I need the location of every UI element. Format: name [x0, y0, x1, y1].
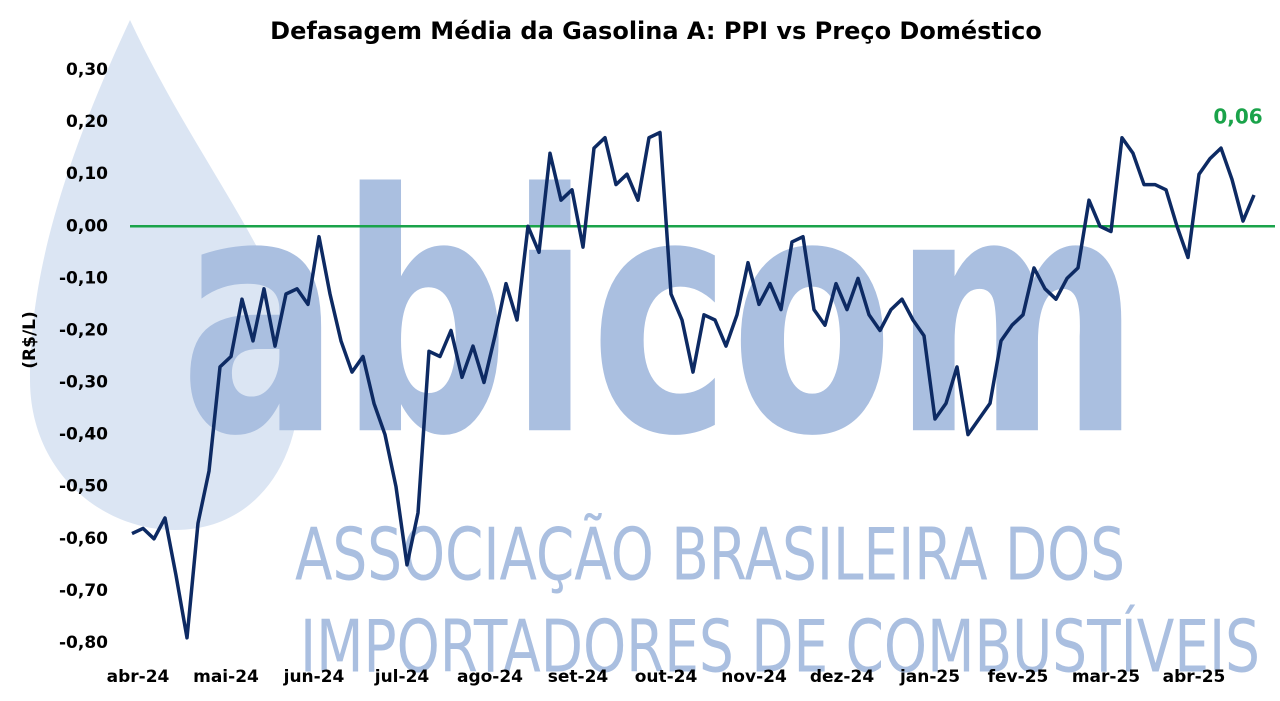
y-tick-label: -0,80: [59, 633, 108, 653]
x-tick-label: fev-25: [988, 667, 1049, 687]
x-tick-label: abr-24: [107, 667, 170, 687]
y-tick-label: -0,20: [59, 320, 108, 340]
y-tick-label: -0,60: [59, 529, 108, 549]
y-axis-label: (R$/L): [20, 311, 40, 369]
x-tick-label: ago-24: [457, 667, 523, 687]
y-tick-label: -0,70: [59, 581, 108, 601]
watermark: abicom ASSOCIAÇÃO BRASILEIRA DOS IMPORTA…: [30, 20, 1260, 689]
y-tick-label: 0,00: [66, 216, 108, 236]
y-tick-label: -0,40: [59, 425, 108, 445]
series-line: [131, 130, 1256, 640]
watermark-drop: [30, 20, 300, 530]
x-tick-label: jul-24: [374, 667, 430, 687]
x-tick-label: jan-25: [899, 667, 960, 687]
x-tick-label: nov-24: [721, 667, 787, 687]
x-tick-label: mar-25: [1072, 667, 1140, 687]
y-tick-label: 0,20: [66, 112, 108, 132]
annotation: 0,06: [1213, 105, 1262, 129]
x-tick-label: set-24: [548, 667, 609, 687]
x-tick-label: abr-25: [1163, 667, 1226, 687]
watermark-line: IMPORTADORES DE COMBUSTÍVEIS: [300, 605, 1260, 689]
y-tick-label: -0,50: [59, 477, 108, 497]
y-tick-label: -0,10: [59, 268, 108, 288]
x-tick-label: jun-24: [283, 667, 345, 687]
x-tick-label: mai-24: [193, 667, 259, 687]
x-tick-label: out-24: [635, 667, 698, 687]
x-tick-label: dez-24: [810, 667, 874, 687]
y-tick-label: 0,30: [66, 60, 108, 80]
watermark-line: ASSOCIAÇÃO BRASILEIRA DOS: [295, 513, 1125, 597]
y-tick-label: -0,30: [59, 373, 108, 393]
chart-title: Defasagem Média da Gasolina A: PPI vs Pr…: [270, 17, 1042, 45]
watermark-logo: abicom: [180, 124, 1140, 508]
y-tick-label: 0,10: [66, 164, 108, 184]
